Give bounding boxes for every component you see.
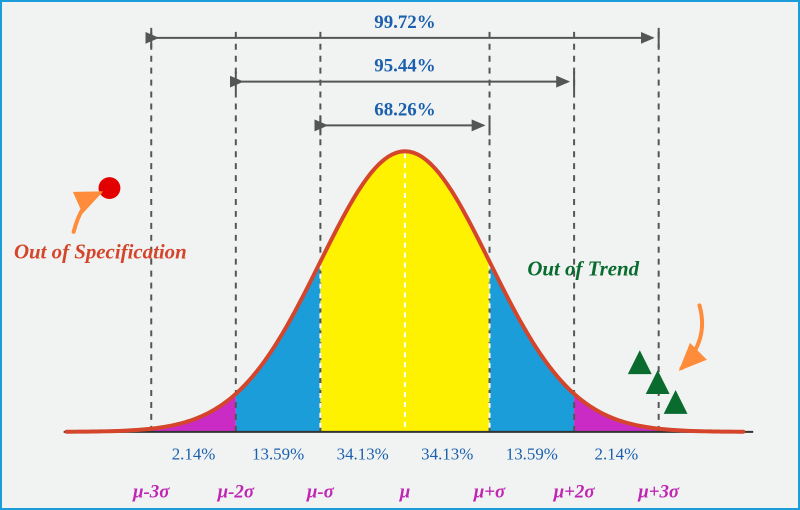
oos-dot-icon xyxy=(99,177,121,199)
oot-label: Out of Trend xyxy=(527,257,639,281)
oot-arrow-icon xyxy=(682,305,703,368)
oos-label: Out of Specification xyxy=(14,240,187,264)
band-percent: 13.59% xyxy=(252,445,304,464)
range-label: 99.72% xyxy=(374,12,435,33)
area-segment xyxy=(405,151,490,432)
band-percent: 13.59% xyxy=(506,445,558,464)
range-label: 95.44% xyxy=(374,56,435,77)
oot-triangle-icon xyxy=(628,350,652,374)
oos-arrow-icon xyxy=(74,193,100,232)
sigma-label: μ-2σ xyxy=(217,481,255,502)
sigma-label: μ-3σ xyxy=(132,481,170,502)
area-segment xyxy=(320,151,405,432)
sigma-label: μ xyxy=(399,481,411,502)
band-percent: 2.14% xyxy=(595,445,639,464)
range-label: 68.26% xyxy=(374,99,435,120)
band-percent: 34.13% xyxy=(337,445,389,464)
band-percent: 2.14% xyxy=(172,445,216,464)
normal-distribution-diagram: 68.26% 95.44% 99.72% 2.14% 13.59% 34.13% 34.13… xyxy=(2,2,798,509)
sigma-label: μ+2σ xyxy=(553,481,596,502)
band-percent: 34.13% xyxy=(421,445,473,464)
sigma-label: μ+3σ xyxy=(637,481,680,502)
sigma-label: μ+σ xyxy=(473,481,506,502)
sigma-label: μ-σ xyxy=(306,481,335,502)
